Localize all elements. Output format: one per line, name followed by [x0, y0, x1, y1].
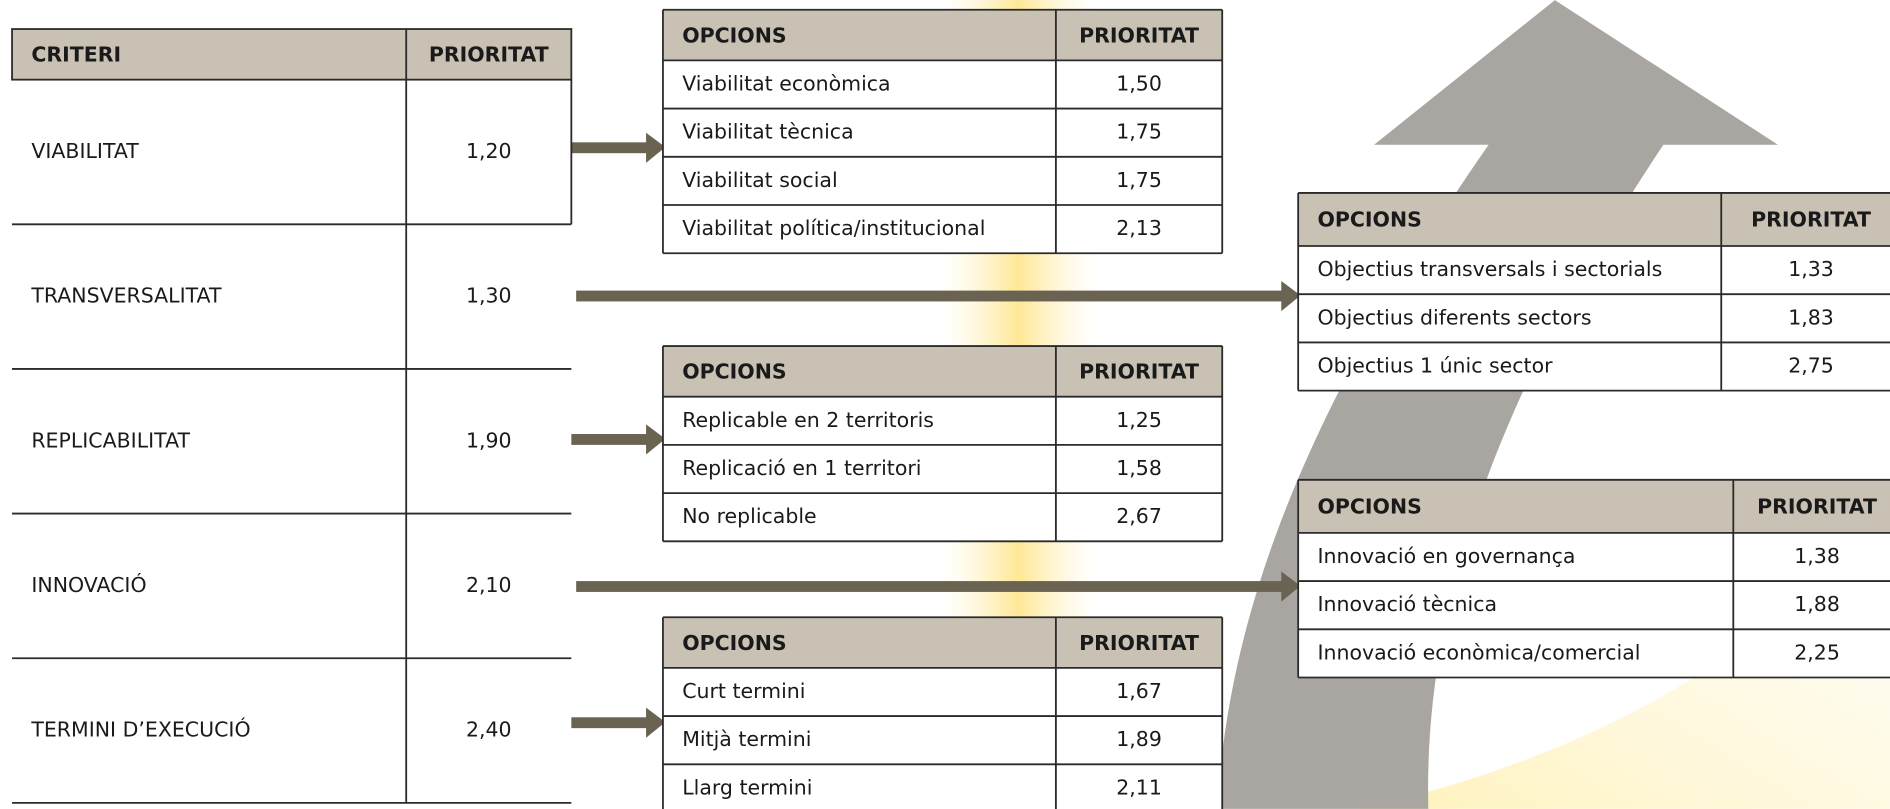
option-priority: 1,89: [1116, 727, 1162, 751]
option-name: Replicació en 1 territori: [682, 456, 921, 480]
table-header: [662, 617, 1223, 668]
option-name: Innovació econòmica/comercial: [1317, 640, 1640, 664]
option-priority: 1,88: [1794, 592, 1840, 616]
header-cell: OPCIONS: [682, 360, 786, 384]
criterion-name: TERMINI D’EXECUCIÓ: [30, 717, 250, 742]
header-cell: CRITERI: [31, 43, 121, 67]
criterion-name: TRANSVERSALITAT: [30, 284, 222, 308]
connector: [576, 581, 1284, 592]
connector-head: [646, 707, 666, 738]
header-cell: OPCIONS: [1317, 208, 1421, 232]
criterion-priority: 2,10: [466, 573, 512, 597]
option-priority: 1,38: [1794, 544, 1840, 568]
option-name: Curt termini: [682, 679, 805, 703]
option-name: Llarg termini: [682, 775, 812, 799]
table-header: [11, 28, 573, 81]
option-name: Innovació en governança: [1317, 544, 1575, 568]
option-priority: 1,25: [1116, 408, 1162, 432]
table-header: [662, 346, 1223, 397]
header-cell: OPCIONS: [682, 23, 786, 47]
option-priority: 2,11: [1116, 775, 1162, 799]
connector-head: [646, 132, 666, 163]
option-priority: 2,25: [1794, 640, 1840, 664]
criterion-priority: 1,20: [466, 139, 512, 163]
option-priority: 2,75: [1788, 354, 1834, 378]
option-priority: 1,67: [1116, 679, 1162, 703]
option-name: Objectius 1 únic sector: [1317, 354, 1553, 378]
option-name: Objectius transversals i sectorials: [1317, 257, 1662, 281]
option-name: Viabilitat política/institucional: [682, 216, 985, 240]
option-priority: 2,67: [1116, 504, 1162, 528]
table-header: [1298, 479, 1890, 533]
option-priority: 1,33: [1788, 257, 1834, 281]
criterion-name: VIABILITAT: [31, 139, 139, 163]
option-name: Viabilitat tècnica: [682, 120, 853, 144]
connector-head: [1281, 280, 1301, 312]
option-name: Viabilitat social: [682, 168, 837, 192]
header-cell: OPCIONS: [1317, 495, 1421, 519]
header-cell: PRIORITAT: [1079, 23, 1199, 47]
header-cell: PRIORITAT: [1079, 631, 1199, 655]
connector: [571, 434, 649, 445]
connector: [576, 290, 1284, 302]
criterion-priority: 1,90: [466, 428, 512, 452]
connector: [571, 142, 649, 154]
criterion-name: REPLICABILITAT: [31, 428, 190, 452]
criterion-name: INNOVACIÓ: [31, 572, 146, 597]
option-name: Objectius diferents sectors: [1317, 305, 1591, 329]
option-priority: 1,83: [1788, 305, 1834, 329]
option-priority: 2,13: [1116, 216, 1162, 240]
header-cell: PRIORITAT: [1751, 208, 1871, 232]
option-priority: 1,75: [1116, 168, 1162, 192]
option-priority: 1,50: [1116, 71, 1162, 95]
connectors: [571, 132, 1301, 738]
header-cell: PRIORITAT: [429, 43, 549, 67]
option-priority: 1,75: [1116, 120, 1162, 144]
header-cell: PRIORITAT: [1757, 495, 1877, 519]
table-header: [1298, 192, 1890, 246]
option-name: Innovació tècnica: [1317, 592, 1497, 616]
header-cell: OPCIONS: [682, 631, 786, 655]
option-priority: 1,58: [1116, 456, 1162, 480]
criterion-priority: 2,40: [466, 718, 512, 742]
connector: [571, 717, 649, 729]
background-arrow-yellow: [1362, 482, 1890, 809]
criterion-priority: 1,30: [466, 284, 512, 308]
connector-head: [646, 424, 666, 455]
connector-head: [1281, 571, 1301, 602]
option-name: Replicable en 2 territoris: [682, 408, 934, 432]
option-name: Viabilitat econòmica: [682, 71, 890, 95]
option-name: Mitjà termini: [682, 727, 811, 751]
table-header: [662, 9, 1223, 61]
option-name: No replicable: [682, 504, 816, 528]
header-cell: PRIORITAT: [1079, 360, 1199, 384]
